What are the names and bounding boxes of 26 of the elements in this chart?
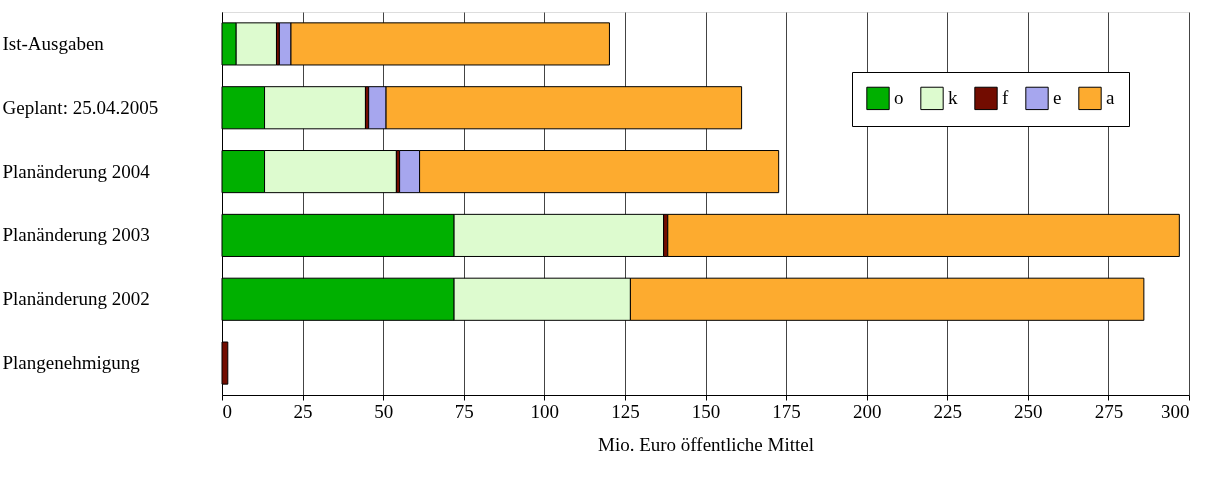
y-tick-label: Ist-Ausgaben <box>2 32 105 54</box>
legend-label: o <box>894 87 904 109</box>
x-tick-label: 225 <box>933 400 962 422</box>
x-tick-label: 50 <box>374 400 394 422</box>
legend-label: f <box>1002 87 1009 109</box>
legend-label: e <box>1053 87 1062 109</box>
x-tick-label: 300 <box>1161 400 1190 422</box>
x-tick-label: 25 <box>293 400 313 422</box>
x-tick-label: 100 <box>530 400 560 422</box>
y-tick-label: Planänderung 2002 <box>2 288 150 310</box>
x-tick-label: 0 <box>222 400 232 422</box>
y-tick-label: Geplant: 25.04.2005 <box>2 96 159 118</box>
y-tick-label: Plangenehmigung <box>2 352 141 374</box>
x-tick-label: 75 <box>454 400 474 422</box>
legend-label: k <box>948 87 958 109</box>
bar <box>667 213 1180 257</box>
x-tick-label: 250 <box>1014 400 1043 422</box>
x-tick-label: 150 <box>691 400 721 422</box>
y-tick-label: Planänderung 2004 <box>2 160 151 182</box>
x-tick-label: 125 <box>611 400 640 422</box>
y-tick-label: Planänderung 2003 <box>2 224 150 246</box>
x-tick-label: 175 <box>772 400 801 422</box>
x-tick-label: 275 <box>1094 400 1124 422</box>
legend-label: a <box>1106 87 1115 109</box>
x-tick-label: 200 <box>852 400 882 422</box>
x-axis-title: Mio. Euro öffentliche Mittel <box>598 433 814 455</box>
